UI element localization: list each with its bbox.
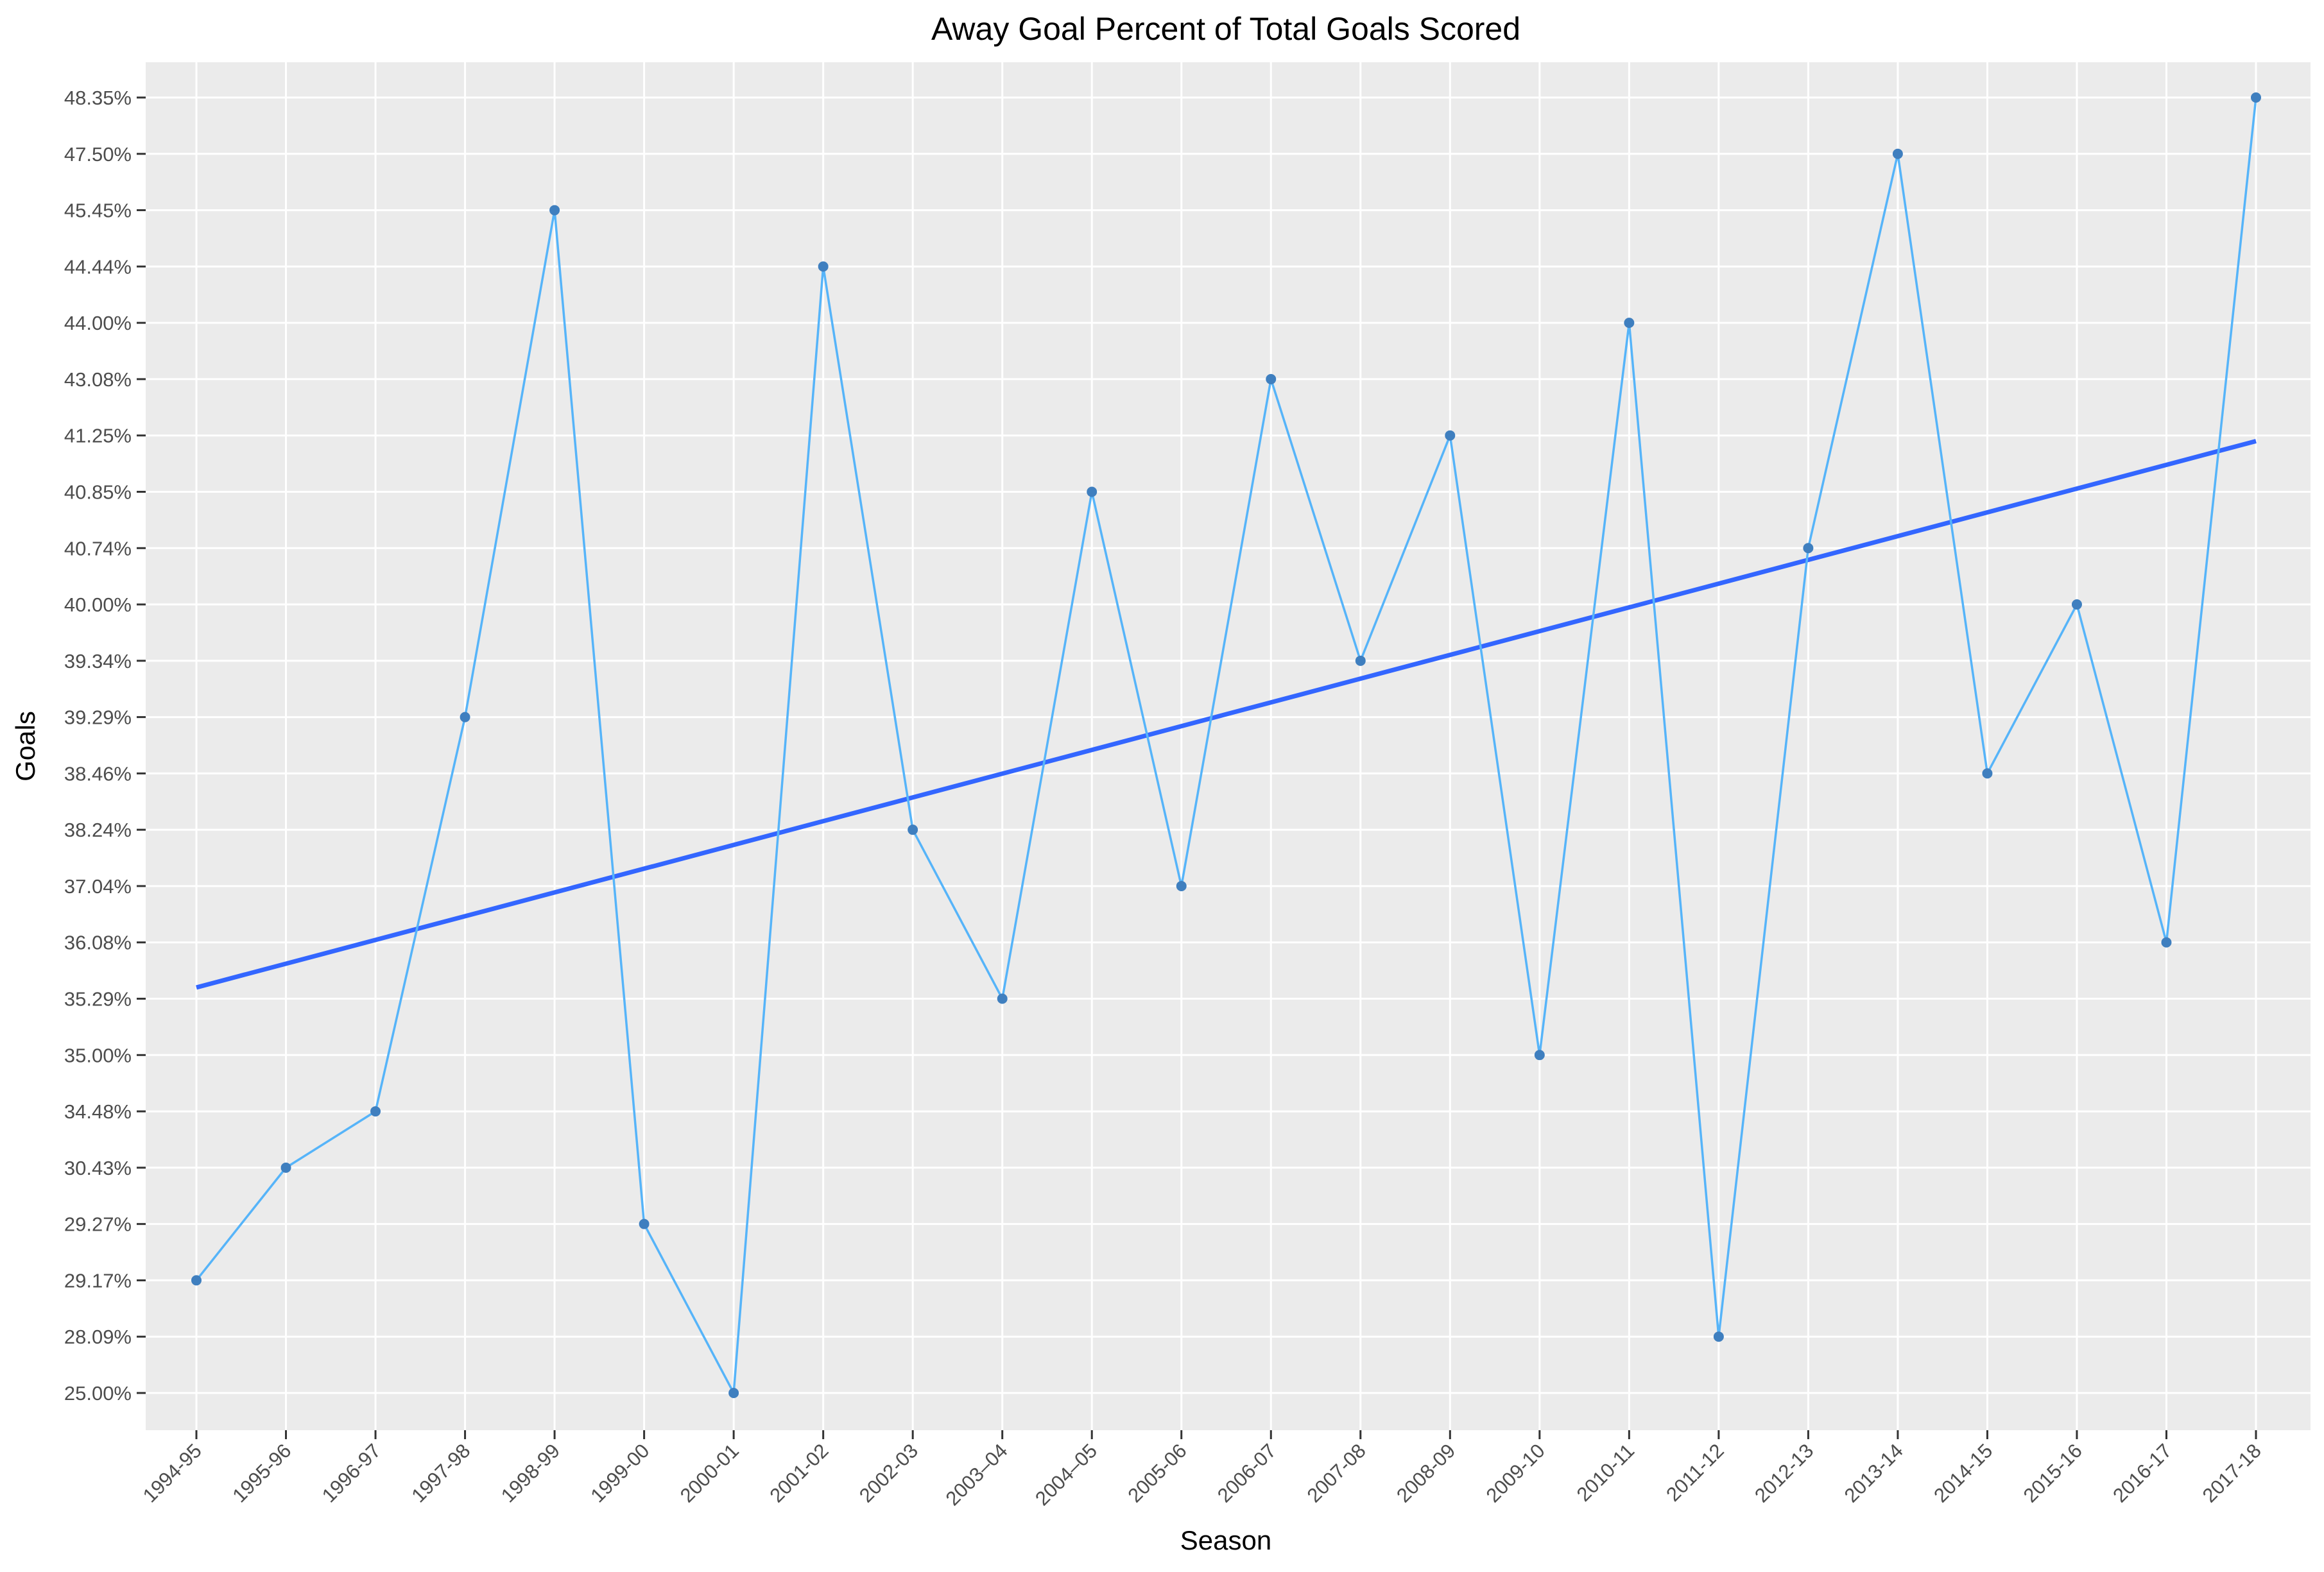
x-tick-label: 1999-00 xyxy=(586,1439,653,1507)
y-tick-label: 34.48% xyxy=(64,1100,132,1123)
x-tick-label: 2012-13 xyxy=(1750,1439,1818,1507)
y-tick-label: 38.24% xyxy=(64,819,132,841)
y-tick-label: 41.25% xyxy=(64,425,132,447)
series-line xyxy=(195,97,2257,1394)
y-tick-label: 28.09% xyxy=(64,1326,132,1348)
y-axis: 25.00% 28.09% 29.17% 29.27% 30.43% 34.48% 35.0… xyxy=(64,87,146,1405)
x-tick-label: 1995-96 xyxy=(228,1439,295,1507)
y-tick-label: 36.08% xyxy=(64,932,132,954)
data-point xyxy=(1445,430,1456,441)
series-layer xyxy=(191,92,2261,1398)
x-tick-label: 2014-15 xyxy=(1929,1439,1997,1507)
trend-line-layer xyxy=(196,439,2257,990)
x-tick-label: 2010-11 xyxy=(1572,1439,1639,1506)
data-point xyxy=(997,993,1008,1004)
y-tick-label: 39.29% xyxy=(64,706,132,729)
y-tick-label: 30.43% xyxy=(64,1157,132,1179)
data-point xyxy=(818,261,829,272)
y-tick-label: 43.08% xyxy=(64,368,132,391)
data-point xyxy=(1713,1331,1724,1342)
data-point xyxy=(1624,318,1635,329)
x-axis-title: Season xyxy=(1180,1525,1271,1555)
x-tick-label: 2001-02 xyxy=(765,1439,832,1507)
x-axis: 1994-95 1995-96 1996-97 1997-98 1998-99 1999-… xyxy=(139,1430,2266,1510)
y-axis-title: Goals xyxy=(10,711,40,782)
data-point xyxy=(1355,655,1366,666)
data-point xyxy=(1982,768,1993,779)
data-point xyxy=(639,1218,650,1229)
x-tick-label: 1998-99 xyxy=(497,1439,564,1507)
x-tick-label: 2015-16 xyxy=(2019,1439,2087,1507)
data-point xyxy=(1176,880,1187,891)
data-point xyxy=(280,1162,291,1173)
x-tick-label: 2002-03 xyxy=(855,1439,922,1507)
trend-line xyxy=(196,439,2257,990)
x-tick-label: 2007-08 xyxy=(1303,1439,1370,1507)
y-tick-label: 29.17% xyxy=(64,1269,132,1292)
y-tick-label: 39.34% xyxy=(64,650,132,672)
y-tick-label: 35.29% xyxy=(64,988,132,1011)
data-point xyxy=(2251,92,2261,103)
y-tick-label: 44.44% xyxy=(64,255,132,278)
data-point xyxy=(1892,148,1903,159)
data-point xyxy=(370,1106,381,1117)
x-tick-label: 2006-07 xyxy=(1213,1439,1280,1507)
y-tick-label: 37.04% xyxy=(64,875,132,898)
x-tick-label: 2017-18 xyxy=(2198,1439,2266,1507)
x-tick-label: 2013-14 xyxy=(1840,1439,1907,1507)
data-point xyxy=(1266,373,1277,384)
data-point xyxy=(908,824,918,835)
data-point xyxy=(460,712,470,722)
data-point xyxy=(191,1275,202,1286)
data-point xyxy=(728,1388,739,1398)
y-tick-label: 40.74% xyxy=(64,537,132,560)
data-point xyxy=(1534,1050,1545,1061)
y-tick-label: 47.50% xyxy=(64,143,132,166)
x-tick-label: 2005-06 xyxy=(1123,1439,1191,1507)
x-tick-label: 2016-17 xyxy=(2108,1439,2176,1507)
y-tick-label: 40.85% xyxy=(64,481,132,503)
y-tick-label: 29.27% xyxy=(64,1213,132,1236)
y-tick-label: 40.00% xyxy=(64,594,132,616)
x-tick-label: 2009-10 xyxy=(1482,1439,1549,1507)
gridlines xyxy=(146,62,2311,1430)
data-point xyxy=(2071,599,2082,610)
data-point xyxy=(1087,486,1097,497)
y-tick-label: 44.00% xyxy=(64,312,132,334)
x-tick-label: 1994-95 xyxy=(139,1439,206,1507)
chart-title: Away Goal Percent of Total Goals Scored xyxy=(931,11,1520,47)
x-tick-label: 1996-97 xyxy=(318,1439,385,1507)
y-tick-label: 25.00% xyxy=(64,1382,132,1405)
x-tick-label: 2000-01 xyxy=(676,1439,743,1507)
data-point xyxy=(549,205,560,216)
x-tick-label: 2003–04 xyxy=(942,1439,1012,1510)
plot-panel xyxy=(146,62,2311,1430)
y-tick-label: 48.35% xyxy=(64,87,132,109)
y-tick-label: 45.45% xyxy=(64,200,132,222)
data-point xyxy=(2161,937,2172,948)
x-tick-label: 2004–05 xyxy=(1031,1439,1101,1510)
x-tick-label: 2008-09 xyxy=(1392,1439,1459,1507)
x-tick-label: 2011-12 xyxy=(1662,1439,1728,1506)
x-tick-label: 1997-98 xyxy=(407,1439,474,1507)
y-tick-label: 38.46% xyxy=(64,762,132,785)
y-tick-label: 35.00% xyxy=(64,1044,132,1066)
data-point xyxy=(1803,543,1814,554)
